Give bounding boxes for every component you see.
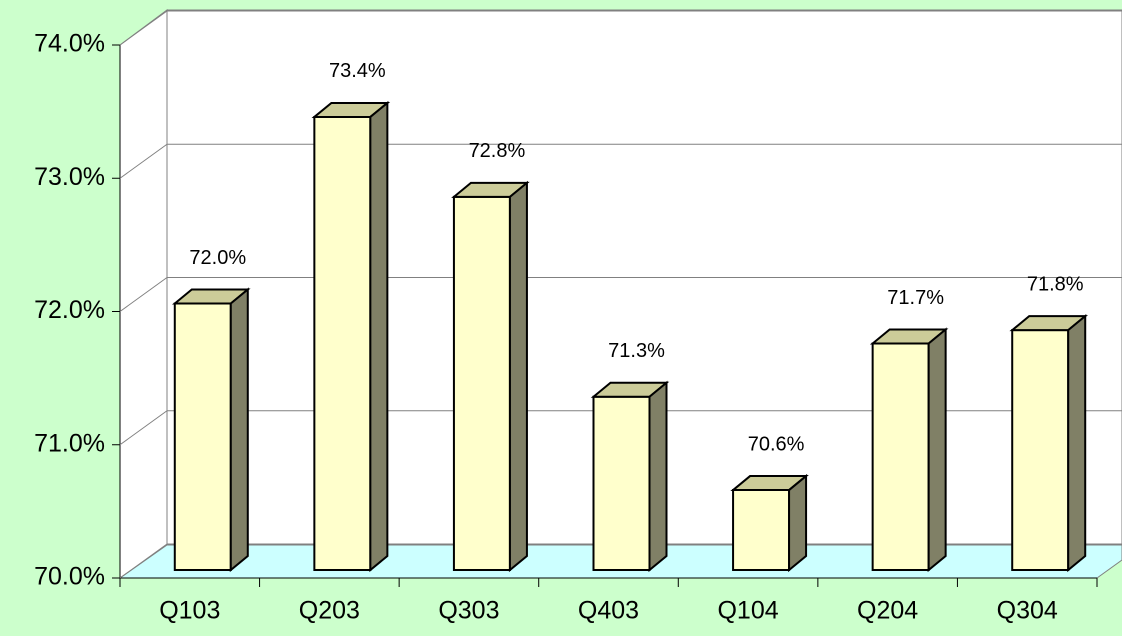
bar-front bbox=[1011, 329, 1070, 571]
value-label: 70.6% bbox=[748, 433, 805, 455]
x-tick-label: Q104 bbox=[717, 597, 778, 625]
x-tick-label: Q103 bbox=[159, 597, 220, 625]
value-label: 72.8% bbox=[469, 140, 526, 162]
grid-line bbox=[119, 277, 168, 312]
bar bbox=[730, 473, 809, 573]
value-label: 71.8% bbox=[1027, 273, 1084, 295]
bar-side bbox=[369, 100, 389, 573]
bar bbox=[869, 327, 949, 573]
value-label: 71.7% bbox=[887, 287, 944, 309]
x-tick-label: Q303 bbox=[438, 597, 499, 625]
bar-front bbox=[173, 302, 232, 571]
bar-side bbox=[648, 380, 668, 573]
value-label: 71.3% bbox=[608, 340, 665, 362]
x-tick-label: Q204 bbox=[857, 597, 918, 625]
bar-front bbox=[732, 489, 791, 571]
bar-side bbox=[229, 287, 249, 573]
x-tick-label: Q403 bbox=[578, 597, 639, 625]
bar bbox=[171, 287, 251, 573]
bar-side bbox=[788, 473, 808, 573]
grid-line bbox=[119, 143, 168, 179]
y-tick-label: 73.0% bbox=[34, 163, 105, 191]
bar-front bbox=[871, 342, 930, 571]
bar bbox=[451, 180, 530, 573]
bar-side bbox=[508, 180, 528, 573]
value-label: 72.0% bbox=[189, 247, 246, 269]
bar-side bbox=[1067, 314, 1087, 573]
value-label: 73.4% bbox=[329, 60, 386, 82]
y-tick-label: 70.0% bbox=[34, 563, 105, 591]
bar-front bbox=[452, 195, 511, 571]
x-tick-label: Q304 bbox=[997, 597, 1058, 625]
y-tick-label: 74.0% bbox=[34, 30, 105, 58]
grid-line bbox=[119, 10, 168, 46]
bar-front bbox=[592, 395, 651, 571]
bar bbox=[311, 100, 391, 573]
grid-line bbox=[119, 543, 168, 579]
x-tick-label: Q203 bbox=[299, 597, 360, 625]
y-tick-label: 71.0% bbox=[34, 429, 105, 457]
grid-line bbox=[119, 410, 168, 446]
bar bbox=[590, 380, 670, 573]
y-tick-label: 72.0% bbox=[34, 296, 105, 324]
bar bbox=[1009, 314, 1089, 573]
bar-side bbox=[927, 327, 947, 573]
bar-front bbox=[313, 115, 372, 571]
